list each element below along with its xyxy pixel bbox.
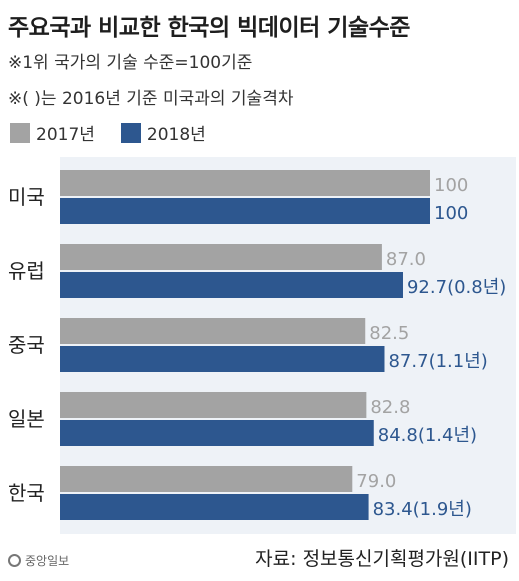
data-label-2017: 82.8 [370, 397, 410, 418]
data-label-2018: 84.8(1.4년) [378, 425, 477, 446]
data-label-2018: 87.7(1.1년) [388, 351, 487, 372]
bar-2018 [60, 272, 403, 298]
bar-2018 [60, 494, 369, 520]
category-label: 유럽 [8, 259, 45, 283]
bar-2017 [60, 244, 382, 270]
bar-2017 [60, 466, 353, 492]
publisher-logo: 중앙일보 [8, 552, 69, 569]
bar-2017 [60, 392, 367, 418]
bar-2018 [60, 198, 430, 224]
legend: 2017년 2018년 [10, 120, 232, 145]
legend-label-2018: 2018년 [146, 125, 206, 145]
logo-text: 중앙일보 [25, 554, 70, 568]
category-label: 중국 [8, 333, 45, 357]
category-label: 미국 [8, 185, 45, 209]
legend-swatch-2017 [10, 122, 30, 143]
chart-title: 주요국과 비교한 한국의 빅데이터 기술수준 [8, 15, 410, 41]
data-label-2018: 92.7(0.8년) [407, 277, 506, 298]
data-label-2017: 87.0 [386, 249, 426, 270]
category-label: 한국 [8, 481, 45, 505]
data-label-2017: 79.0 [356, 471, 396, 492]
note-baseline: ※1위 국가의 기술 수준=100기준 [8, 53, 253, 73]
legend-item-2018: 2018년 [120, 120, 206, 145]
note-gap: ※( )는 2016년 기준 미국과의 기술격차 [8, 89, 294, 109]
legend-item-2017: 2017년 [10, 120, 95, 145]
logo-circle-icon [8, 554, 21, 567]
legend-swatch-2018 [120, 122, 141, 143]
data-label-2018: 100 [434, 203, 468, 224]
data-label-2017: 82.5 [369, 323, 409, 344]
bar-2018 [60, 420, 374, 446]
bar-2017 [60, 318, 366, 344]
bar-2017 [60, 170, 430, 196]
legend-label-2017: 2017년 [36, 125, 95, 145]
source-note: 자료: 정보통신기획평가원(IITP) [255, 548, 509, 570]
bar-2018 [60, 346, 385, 372]
data-label-2017: 100 [434, 175, 468, 196]
data-label-2018: 83.4(1.9년) [373, 499, 472, 520]
category-label: 일본 [8, 407, 45, 431]
